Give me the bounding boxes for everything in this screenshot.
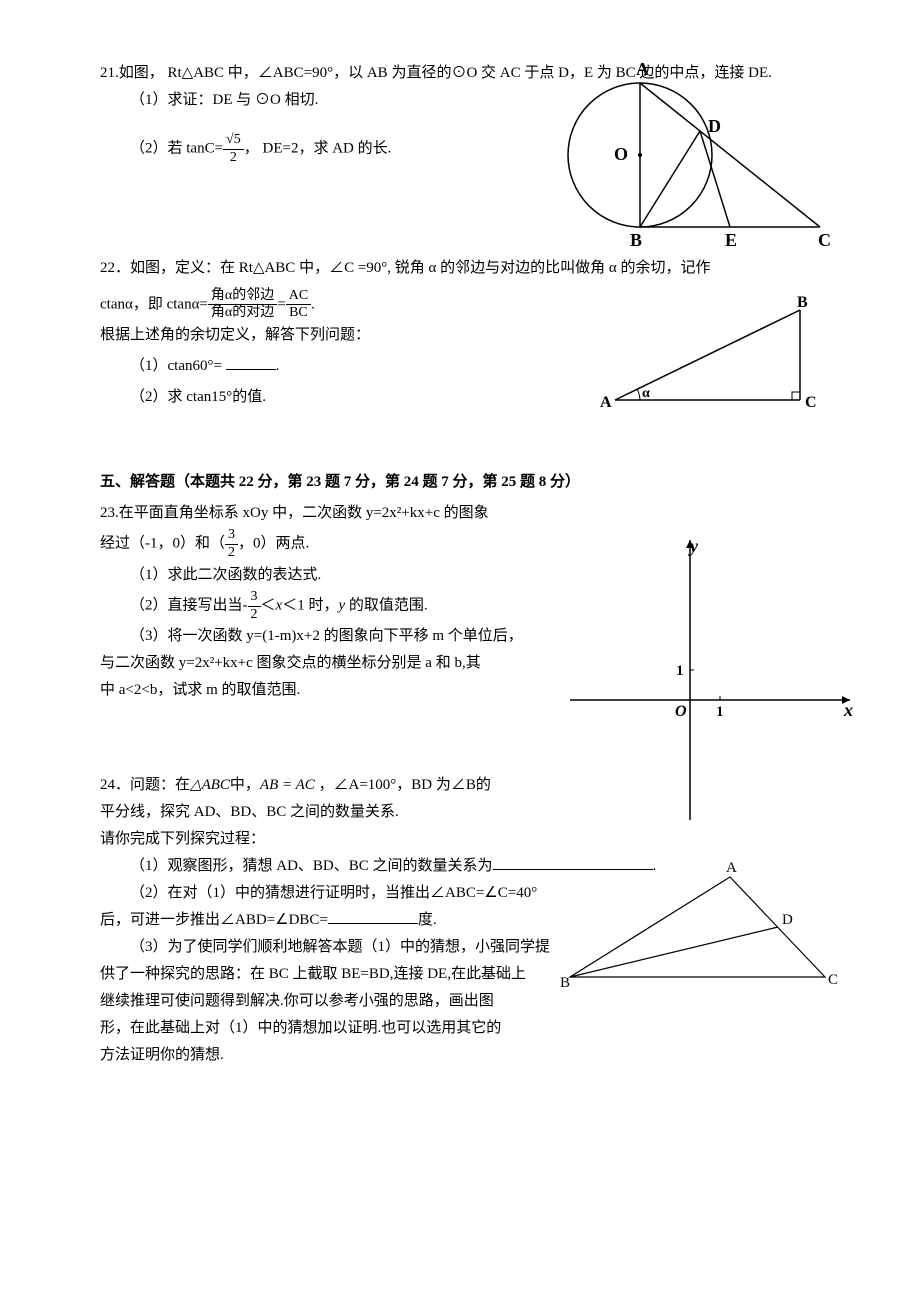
problem-24: 24．问题：在△ABC中，AB = AC ，∠A=100°，BD 为∠B的 平分… [100, 772, 820, 1069]
label-e: E [725, 230, 737, 250]
p21-svg: A O D B E C [560, 60, 840, 260]
p23-q2-mid2: ＜1 时， [282, 598, 338, 614]
p23-l2-frac: 32 [225, 527, 238, 562]
line-de [700, 131, 730, 227]
label-b22: B [797, 294, 808, 311]
p23-l2-post: ，0）两点. [238, 536, 309, 552]
section5-title: 五、解答题（本题共 22 分，第 23 题 7 分，第 24 题 7 分，第 2… [100, 469, 820, 496]
p22-l1: 22．如图，定义：在 Rt△ABC 中，∠C =90°, 锐角 α 的邻边与对边… [100, 255, 820, 282]
p22-intro: 如图，定义：在 Rt△ABC 中，∠C =90°, 锐角 α 的邻边与对边的比叫… [130, 260, 710, 276]
problem-23: 23.在平面直角坐标系 xOy 中，二次函数 y=2x²+kx+c 的图象 经过… [100, 500, 820, 704]
label-b: B [630, 230, 642, 250]
p22-num: 22． [100, 260, 130, 276]
p24-q3l4: 形，在此基础上对（1）中的猜想加以证明.也可以选用其它的 [100, 1015, 820, 1042]
label-o: O [614, 144, 628, 164]
line-bd24 [570, 927, 778, 977]
p22-svg: A B C α [600, 295, 820, 415]
p21-frac-den: 2 [223, 150, 244, 167]
axis-y-label: y [688, 536, 699, 556]
axis-o-label: O [675, 703, 687, 720]
label-a22: A [600, 394, 612, 411]
p23-q2-mid: ＜ [261, 598, 276, 614]
label-alpha: α [642, 386, 650, 401]
p24-intro2: 中， [230, 777, 260, 793]
p24-q2l2-post: 度. [418, 912, 437, 928]
p24-svg: A B C D [560, 862, 840, 992]
p22-frac2: ACBC [286, 288, 311, 323]
label-c24: C [828, 972, 838, 988]
p24-q2l2-pre: 后，可进一步推出∠ABD=∠DBC= [100, 912, 328, 928]
axis-one-x: 1 [716, 704, 724, 720]
line-ac [640, 83, 820, 227]
point-o [638, 153, 642, 157]
label-a24: A [726, 860, 737, 876]
p23-q2-frac: 32 [248, 589, 261, 624]
axis-x-label: x [843, 700, 853, 720]
p24-q1-pre: （1）观察图形，猜想 AD、BD、BC 之间的数量关系为 [130, 858, 493, 874]
problem-22: 22．如图，定义：在 Rt△ABC 中，∠C =90°, 锐角 α 的邻边与对边… [100, 255, 820, 412]
p21-frac: √52 [223, 132, 244, 167]
right-angle-22 [792, 392, 800, 400]
p23-q2-frac-num: 3 [248, 589, 261, 607]
p22-figure: A B C α [600, 295, 820, 425]
p22-frac1-num: 角α的邻边 [208, 288, 277, 306]
line-bd [640, 131, 700, 227]
p22-frac1-den: 角α的对边 [208, 305, 277, 322]
p24-intro: 问题：在 [130, 777, 190, 793]
p23-q2-post: 的取值范围. [345, 598, 428, 614]
p24-tri: △ABC [190, 777, 230, 793]
label-b24: B [560, 975, 570, 991]
label-a: A [636, 59, 649, 79]
p24-intro3: ，∠A=100°，BD 为∠B的 [315, 777, 491, 793]
axis-one-y: 1 [676, 663, 684, 679]
p24-l1: 24．问题：在△ABC中，AB = AC ，∠A=100°，BD 为∠B的 [100, 772, 820, 799]
p21-frac-num: √5 [223, 132, 244, 150]
p24-q3l5: 方法证明你的猜想. [100, 1042, 820, 1069]
p21-figure: A O D B E C [560, 60, 840, 270]
p24-cond: AB = AC [260, 777, 315, 793]
p23-l2-frac-num: 3 [225, 527, 238, 545]
p21-q2-pre: （2）若 tanC= [130, 141, 223, 157]
p24-figure: A B C D [560, 862, 840, 1002]
p23-q2-pre: （2）直接写出当- [130, 598, 248, 614]
p22-eq: = [277, 296, 285, 312]
p21-num: 21. [100, 65, 119, 81]
label-c22: C [805, 394, 817, 411]
p23-q2-frac-den: 2 [248, 607, 261, 624]
p23-l1: 23.在平面直角坐标系 xOy 中，二次函数 y=2x²+kx+c 的图象 [100, 500, 820, 527]
p23-num: 23. [100, 505, 119, 521]
p22-l2-pre: ctanα，即 ctanα= [100, 296, 208, 312]
p23-l2-frac-den: 2 [225, 545, 238, 562]
p24-l2: 平分线，探究 AD、BD、BC 之间的数量关系. [100, 799, 820, 826]
p22-frac1: 角α的邻边角α的对边 [208, 288, 277, 323]
p22-frac2-num: AC [286, 288, 311, 306]
p24-q2-blank [328, 923, 418, 924]
p22-q1-post: . [276, 358, 280, 374]
label-c: C [818, 230, 831, 250]
angle-arc-22 [637, 389, 640, 400]
p22-q1-blank [226, 369, 276, 370]
p22-period: . [311, 296, 315, 312]
p23-l2-pre: 经过（-1，0）和（ [100, 536, 225, 552]
label-d24: D [782, 912, 793, 928]
p21-q2-post: ， DE=2，求 AD 的长. [244, 141, 392, 157]
p24-l3: 请你完成下列探究过程： [100, 826, 820, 853]
p24-num: 24． [100, 777, 130, 793]
p22-frac2-den: BC [286, 305, 311, 322]
p23-intro: 在平面直角坐标系 xOy 中，二次函数 y=2x²+kx+c 的图象 [119, 505, 489, 521]
problem-21: 21.如图， Rt△ABC 中，∠ABC=90°，以 AB 为直径的⊙O 交 A… [100, 60, 820, 167]
p22-q1-pre: （1）ctan60°= [130, 358, 226, 374]
label-d: D [708, 116, 721, 136]
